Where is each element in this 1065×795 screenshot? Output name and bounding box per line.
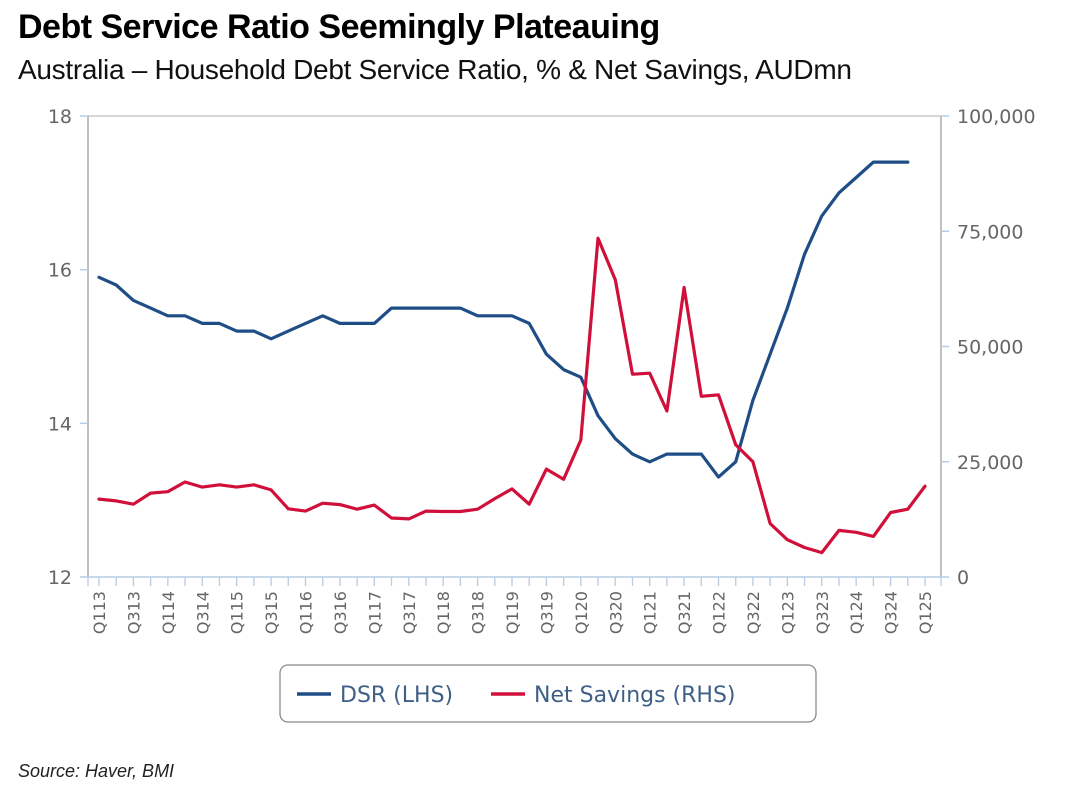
x-tick-label: Q318 [469, 591, 488, 634]
x-tick-label: Q316 [331, 591, 350, 634]
x-tick-label: Q125 [916, 591, 935, 634]
x-tick-label: Q319 [537, 591, 556, 634]
left-tick-label: 14 [48, 413, 72, 435]
x-tick-label: Q116 [297, 591, 316, 634]
right-tick-label: 0 [957, 567, 969, 589]
legend-label-net-savings: Net Savings (RHS) [534, 683, 736, 708]
x-tick-label: Q122 [710, 591, 729, 634]
right-tick-label: 25,000 [957, 452, 1023, 474]
legend-box [279, 664, 817, 723]
x-tick-label: Q113 [90, 591, 109, 634]
left-tick-label: 16 [48, 260, 72, 282]
legend: DSR (LHS) Net Savings (RHS) [279, 664, 817, 723]
series-group [97, 160, 927, 555]
left-tick-label: 18 [48, 106, 72, 128]
x-tick-label: Q115 [228, 591, 247, 634]
x-tick-label: Q324 [882, 591, 901, 634]
x-tick-label: Q321 [675, 591, 694, 634]
x-tick-label: Q315 [262, 591, 281, 634]
x-tick-label: Q322 [744, 591, 763, 634]
x-tick-label: Q320 [606, 591, 625, 634]
left-axis-ticks: 12 14 16 18 [48, 106, 88, 589]
x-tick-label: Q118 [434, 591, 453, 634]
axes [87, 115, 942, 578]
series-line-dsr-lhs [97, 160, 910, 479]
source-note: Source: Haver, BMI [18, 761, 175, 781]
left-tick-label: 12 [48, 567, 72, 589]
chart-title: Debt Service Ratio Seemingly Plateauing [18, 8, 660, 46]
x-tick-label: Q114 [159, 591, 178, 634]
x-tick-label: Q124 [847, 591, 866, 634]
x-tick-label: Q314 [193, 591, 212, 634]
right-tick-label: 50,000 [957, 337, 1023, 359]
right-tick-label: 100,000 [957, 106, 1036, 128]
right-tick-label: 75,000 [957, 221, 1023, 243]
series-line-net-savings-rhs [97, 236, 927, 555]
x-tick-label: Q121 [641, 591, 660, 634]
x-tick-label: Q317 [400, 591, 419, 634]
right-axis-ticks: 0 25,000 50,000 75,000 100,000 [941, 106, 1036, 589]
chart-subtitle: Australia – Household Debt Service Ratio… [18, 54, 852, 85]
x-tick-label: Q323 [813, 591, 832, 634]
x-tick-label: Q119 [503, 591, 522, 634]
x-tick-label: Q123 [778, 591, 797, 634]
legend-label-dsr: DSR (LHS) [340, 683, 453, 708]
x-tick-label: Q120 [572, 591, 591, 634]
x-tick-label: Q117 [365, 591, 384, 634]
x-tick-label: Q313 [124, 591, 143, 634]
x-axis-ticks: Q113 Q313 Q114 Q314 Q115 Q315 Q116 Q316 Q117 Q317… [87, 577, 942, 634]
